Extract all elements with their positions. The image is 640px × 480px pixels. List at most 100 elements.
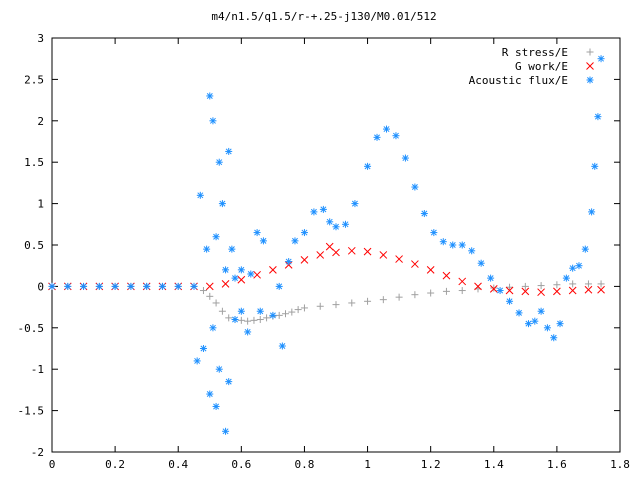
data-point [206,92,214,100]
data-point [521,282,529,290]
data-point [231,274,239,282]
data-point [212,299,220,307]
x-tick-label: 0.4 [168,458,188,471]
data-point [221,280,230,288]
x-tick-label: 0 [49,458,56,471]
data-point [506,283,514,291]
data-point [487,274,495,282]
data-point [326,218,334,226]
data-point [348,299,356,307]
y-tick-label: 0.5 [24,239,44,252]
data-point [332,248,340,257]
data-point [568,286,577,295]
data-point [521,287,530,296]
data-point [364,162,372,170]
data-point [48,282,56,290]
data-point [215,365,223,373]
y-tick-label: 1.5 [24,156,44,169]
data-point [143,282,151,290]
y-tick-label: -2 [31,446,44,459]
series-2 [48,55,605,435]
data-point [515,309,523,317]
legend-label: G work/E [515,60,568,73]
data-point [537,307,545,315]
data-point [392,132,400,140]
y-tick-label: 0 [37,280,44,293]
data-point [244,317,252,325]
x-tick-label: 1.8 [610,458,630,471]
data-point [199,287,207,295]
data-point [505,286,514,295]
data-point [199,345,207,352]
data-point [218,307,226,315]
data-point [458,241,466,249]
data-point [442,271,451,280]
data-point [278,342,286,350]
data-point [430,229,438,237]
data-point [531,317,539,325]
data-point [351,200,359,208]
data-point [420,210,428,218]
legend-label: R stress/E [502,46,568,59]
data-point [310,208,318,216]
legend-marker [586,62,594,70]
data-point [490,284,498,292]
data-point [347,246,356,255]
data-point [411,291,419,299]
data-point [269,265,277,274]
y-tick-label: 2.5 [24,73,44,86]
data-point [256,316,264,324]
data-point [203,245,211,253]
data-point [206,292,214,300]
x-tick-label: 0.2 [105,458,125,471]
x-tick-label: 1.6 [547,458,567,471]
data-point [300,304,308,312]
legend-marker [586,48,594,56]
data-point [524,320,532,328]
data-point [379,251,388,259]
data-point [458,287,466,295]
data-point [288,308,296,316]
data-point [449,241,457,249]
data-point [111,282,119,290]
data-point [300,229,308,237]
data-point [496,287,504,295]
data-point [550,334,558,342]
data-point [537,282,545,290]
x-tick-label: 0.8 [295,458,315,471]
data-point [244,328,252,336]
data-point [597,55,605,63]
data-point [174,282,182,290]
data-point [237,275,246,284]
y-tick-label: -1 [31,363,44,376]
data-point [253,270,261,279]
data-point [127,282,135,290]
data-point [250,316,258,324]
y-tick-label: 3 [37,32,44,45]
data-point [468,247,476,255]
y-tick-label: 2 [37,115,44,128]
data-point [269,311,277,319]
data-point [543,324,551,332]
data-point [597,280,605,288]
data-point [411,260,419,268]
data-point [401,154,409,162]
data-point [256,307,264,315]
y-tick-label: -0.5 [18,322,45,335]
data-point [341,220,349,228]
data-point [316,302,324,310]
x-tick-label: 1 [364,458,371,471]
x-tick-label: 0.6 [231,458,251,471]
data-point [382,125,390,133]
data-point [427,289,435,297]
data-point [300,256,309,264]
data-point [395,293,403,301]
data-point [319,205,327,213]
data-point [209,324,217,332]
data-point [212,233,220,241]
data-point [594,113,602,121]
legend-label: Acoustic flux/E [469,74,568,87]
data-point [225,147,233,155]
